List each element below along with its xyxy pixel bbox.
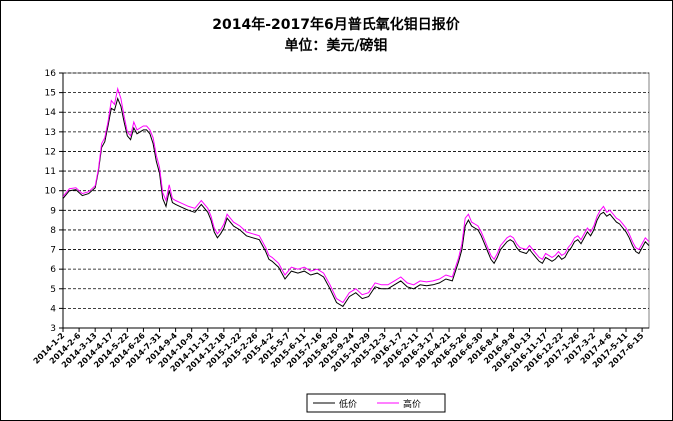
- y-tick-label: 7: [50, 246, 56, 256]
- plot-area: [62, 72, 650, 329]
- y-tick-label: 9: [50, 206, 56, 216]
- grid-lines: [63, 72, 649, 309]
- y-tick-label: 14: [45, 108, 57, 118]
- y-tick-label: 12: [45, 147, 56, 157]
- y-axis-ticks: 3 4 5 6 7 8 9 10 11 12 13 14 15 16: [45, 69, 649, 334]
- y-tick-label: 15: [45, 89, 56, 99]
- series-line-low: [62, 96, 650, 308]
- y-tick-label: 5: [50, 285, 56, 295]
- chart-subtitle: 单位：美元/磅钼: [284, 37, 387, 54]
- y-tick-label: 11: [45, 167, 56, 177]
- series-lines: [62, 86, 650, 308]
- legend-box: [306, 393, 446, 413]
- x-axis-ticks: 2014-1-22014-2-62014-3-132014-4-172014-5…: [32, 328, 646, 374]
- y-tick-label: 4: [50, 304, 56, 314]
- y-tick-label: 6: [50, 265, 56, 275]
- y-tick-label: 3: [50, 324, 56, 334]
- legend-label-high: 高价: [403, 398, 421, 410]
- y-tick-label: 10: [45, 187, 57, 197]
- series-line-high: [62, 86, 650, 304]
- legend-label-low: 低价: [339, 398, 357, 410]
- y-tick-label: 13: [45, 128, 56, 138]
- y-tick-label: 16: [45, 69, 57, 79]
- y-tick-label: 8: [50, 226, 56, 236]
- chart-title: 2014年-2017年6月普氏氧化钼日报价: [212, 16, 460, 33]
- legend: 低价 高价: [306, 393, 446, 413]
